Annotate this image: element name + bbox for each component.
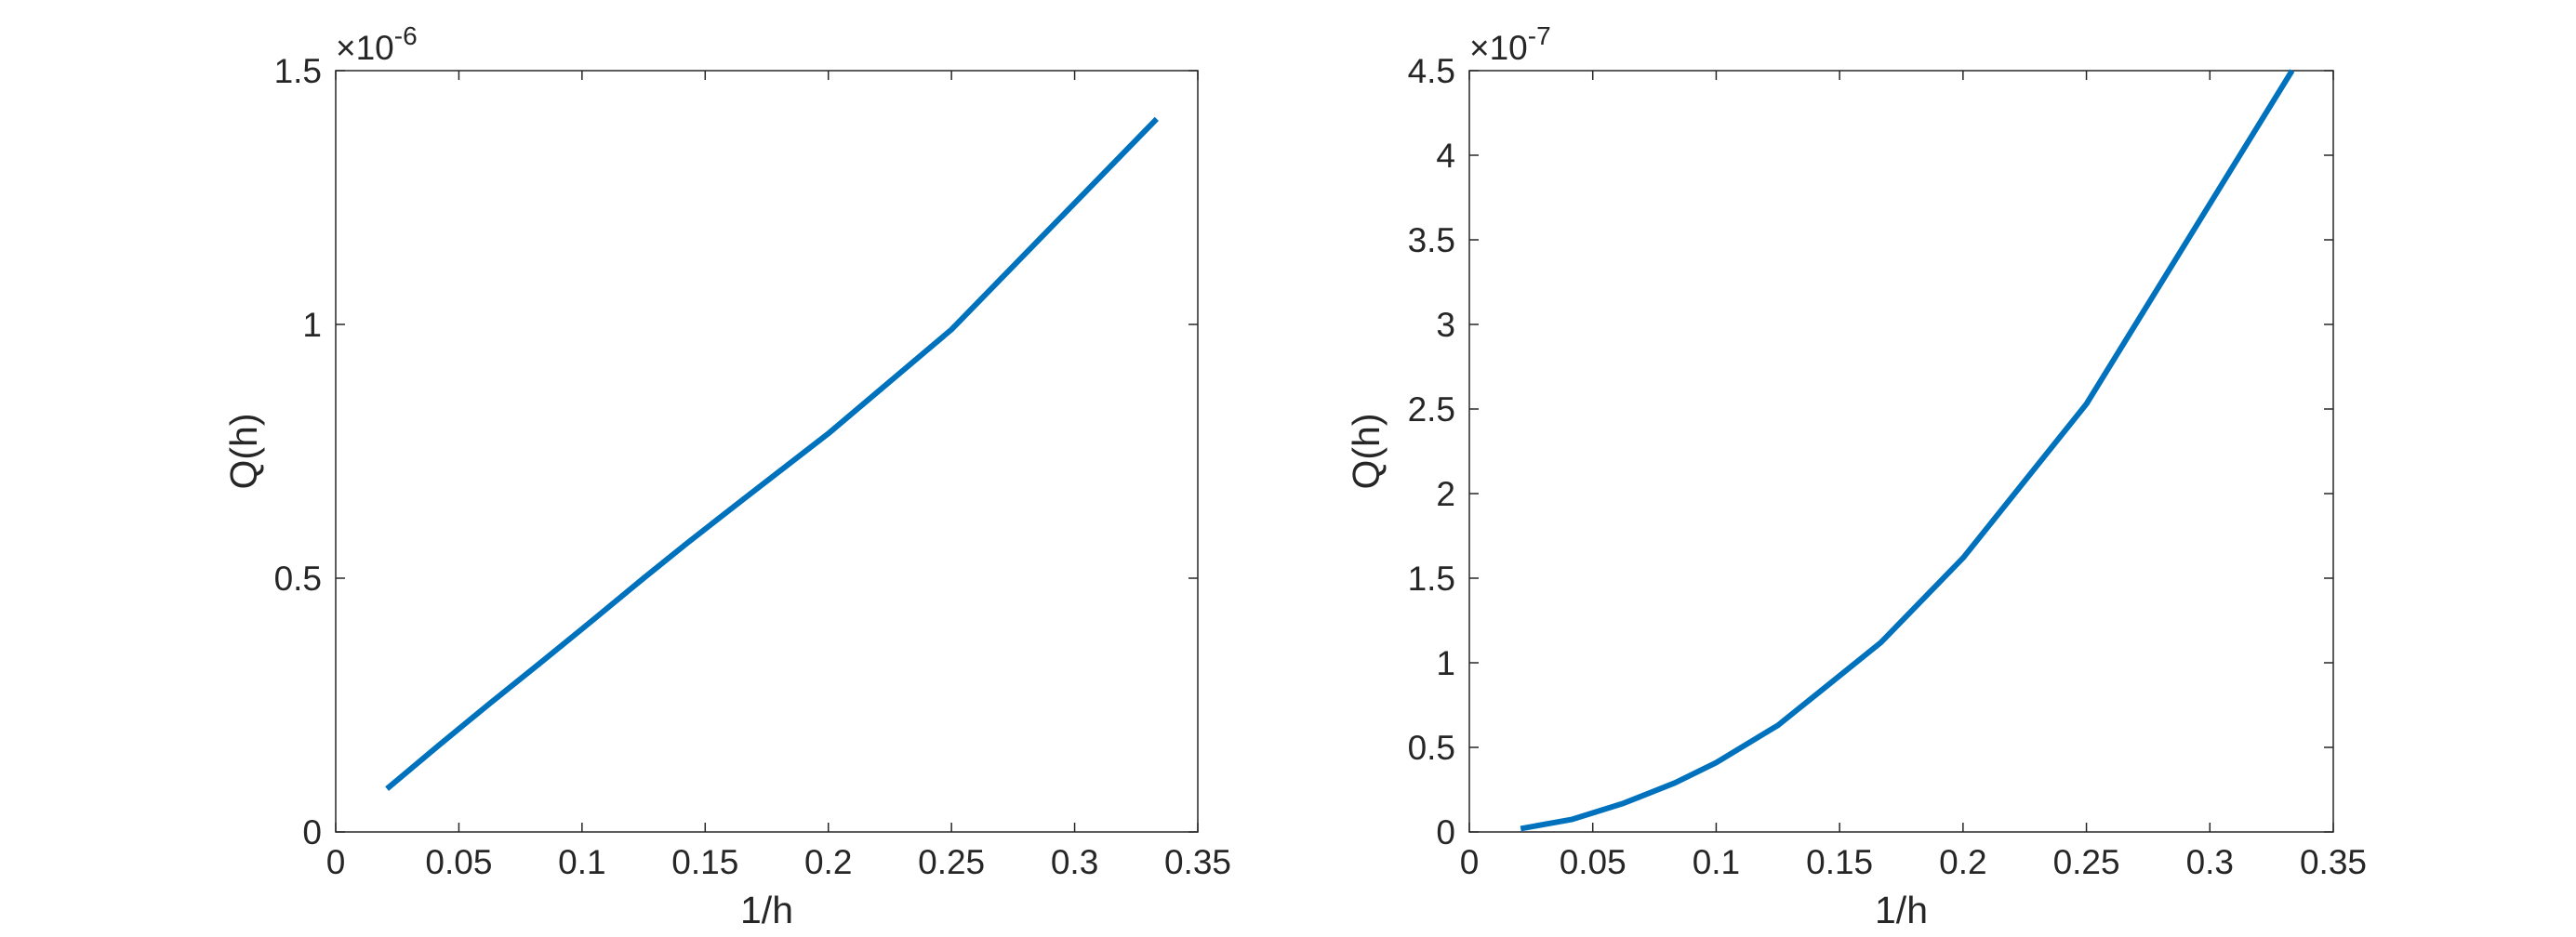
chart-left-xtick-label: 0.25	[918, 843, 985, 881]
chart-left-ytick-label: 0	[302, 813, 322, 851]
chart-right-ytick-label: 1	[1436, 644, 1455, 682]
chart-right-ytick-label: 4.5	[1408, 52, 1455, 90]
chart-right-xtick-label: 0	[1460, 843, 1480, 881]
chart-right-plot-area	[1468, 70, 2334, 833]
chart-left-ylabel: Q(h)	[222, 414, 265, 490]
chart-right-ytick-label: 3.5	[1408, 221, 1455, 259]
chart-right-xtick-label: 0.1	[1693, 843, 1740, 881]
chart-right-ytick-label: 4	[1436, 137, 1455, 175]
chart-left-ytick-label: 1	[302, 306, 322, 344]
chart-left-xtick-label: 0	[326, 843, 346, 881]
chart-right-exponent-label: ×10-7	[1469, 21, 1551, 67]
chart-left-xtick-label: 0.35	[1164, 843, 1231, 881]
chart-left-ytick-label: 1.5	[274, 52, 322, 90]
chart-left-exponent-base: ×10	[336, 29, 394, 67]
chart-right-ylabel: Q(h)	[1345, 414, 1388, 490]
chart-right-xtick-label: 0.25	[2053, 843, 2120, 881]
chart-right-ytick-label: 0	[1436, 813, 1455, 851]
chart-left-xtick-label: 0.15	[671, 843, 738, 881]
chart-left-xtick-label: 0.3	[1051, 843, 1098, 881]
chart-left-exponent-label: ×10-6	[336, 21, 418, 67]
chart-right-ytick-label: 2	[1436, 475, 1455, 513]
chart-left-xtick-label: 0.05	[425, 843, 492, 881]
chart-right-exponent-power: -7	[1528, 21, 1551, 50]
chart-left-exponent-power: -6	[394, 21, 418, 50]
chart-right-xlabel: 1/h	[1875, 889, 1928, 931]
chart-right-xtick-label: 0.05	[1560, 843, 1627, 881]
chart-right-xtick-label: 0.15	[1806, 843, 1873, 881]
left-chart: 0 0.05 0.1 0.15 0.2 0.25 0.3 0.35 0 0.5 1 1.5 ×10-6 1…	[222, 21, 1231, 931]
chart-left-xtick-label: 0.1	[558, 843, 605, 881]
chart-right-ytick-label: 3	[1436, 306, 1455, 344]
chart-right-xtick-label: 0.3	[2186, 843, 2234, 881]
chart-right-ytick-label: 2.5	[1408, 390, 1455, 429]
chart-right-xtick-label: 0.35	[2300, 843, 2367, 881]
chart-right-exponent-base: ×10	[1469, 29, 1528, 67]
chart-left-xlabel: 1/h	[740, 889, 793, 931]
chart-left-xtick-label: 0.2	[804, 843, 852, 881]
chart-left-plot-area	[335, 70, 1199, 833]
right-chart: 0 0.05 0.1 0.15 0.2 0.25 0.3 0.35 0 0.5 1 1.5 2 2.5 3 3…	[1345, 21, 2367, 931]
chart-right-ytick-label: 0.5	[1408, 729, 1455, 767]
chart-left-ytick-label: 0.5	[274, 560, 322, 598]
chart-right-ytick-label: 1.5	[1408, 560, 1455, 598]
chart-right-xtick-label: 0.2	[1939, 843, 1986, 881]
